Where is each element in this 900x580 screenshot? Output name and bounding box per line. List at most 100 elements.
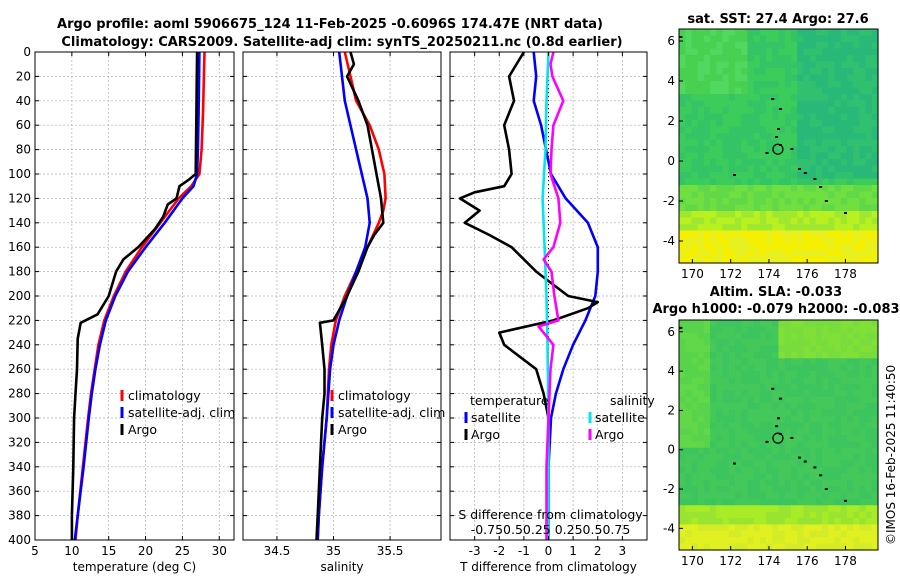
map-cell [797,498,804,506]
map-cell [716,250,724,258]
map-cell [859,371,867,379]
map-cell [790,107,798,115]
map-cell [734,537,742,545]
map-cell [859,152,867,160]
map-cell [766,390,773,398]
map-cell [766,364,773,372]
map-cell [691,473,699,481]
map-cell [691,403,699,411]
map-cell [840,87,848,95]
map-cell [716,505,724,513]
map-cell [734,479,742,487]
map-cell [834,358,842,366]
map-cell [691,68,699,76]
map-cell [716,441,724,449]
map-cell [778,113,786,121]
map-cell [685,339,693,347]
map-cell [722,224,730,232]
map-cell [759,364,767,372]
map-cell [784,178,792,186]
map-cell [865,185,873,193]
map-cell [710,152,717,160]
map-cell [803,55,811,63]
map-cell [778,204,786,212]
map-cell [822,390,829,398]
map-cell [772,435,780,442]
map-cell [734,428,742,436]
map-cell [685,68,693,76]
map-cell [691,217,699,225]
map-cell [728,460,736,468]
island-marker [679,326,683,329]
map-cell [790,383,798,391]
map-cell [846,256,854,264]
map-cell [728,126,736,134]
map-cell [766,159,773,167]
map-cell [859,100,867,108]
map-cell [822,371,829,379]
map-cell [809,243,817,251]
map-cell [846,422,854,430]
map-cell [803,61,811,69]
map-cell [716,185,724,193]
map-cell [685,48,693,56]
map-cell [741,217,749,225]
map-cell [722,383,730,391]
map-cell [822,415,829,423]
map-cell [753,42,761,50]
map-cell [710,435,717,442]
map-cell [710,139,717,147]
map-cell [797,94,804,102]
map-cell [703,543,711,551]
map-cell [797,332,804,340]
map-cell [846,185,854,193]
map-cell [790,224,798,232]
map-cell [772,126,780,134]
map-cell [797,422,804,430]
map-cell [753,524,761,532]
map-cell [716,159,724,167]
map-cell [815,94,823,102]
map-cell [834,159,842,167]
map-cell [753,68,761,76]
map-cell [822,543,829,551]
map-cell [753,543,761,551]
map-cell [679,152,686,160]
map-cell [766,178,773,186]
map-cell [815,543,823,551]
map-cell [822,185,829,193]
map-cell [679,243,686,251]
map-cell [747,358,755,366]
map-cell [790,422,798,430]
map-cell [815,524,823,532]
map-cell [865,230,873,238]
map-cell [710,396,717,404]
map-cell [691,320,699,327]
map-cell [691,383,699,391]
map-cell [790,61,798,69]
map-cell [809,126,817,134]
map-cell [790,191,798,199]
map-cell [741,396,749,404]
map-cell [840,498,848,506]
map-cell [790,428,798,436]
map-cell [803,454,811,462]
map-cell [759,61,767,69]
map-cell [822,492,829,500]
map-cell [734,152,742,160]
map-cell [728,358,736,366]
map-cell [691,126,699,134]
map-cell [691,537,699,545]
map-cell [753,332,761,340]
map-cell [871,492,879,500]
map-cell [797,172,804,180]
map-cell [803,473,811,481]
map-cell [741,537,749,545]
map-cell [734,29,742,37]
map-cell [853,113,860,121]
x-tick-label: 172 [719,267,742,281]
map-cell [734,403,742,411]
map-cell [784,486,792,494]
map-cell [815,530,823,538]
map-cell [834,139,842,147]
